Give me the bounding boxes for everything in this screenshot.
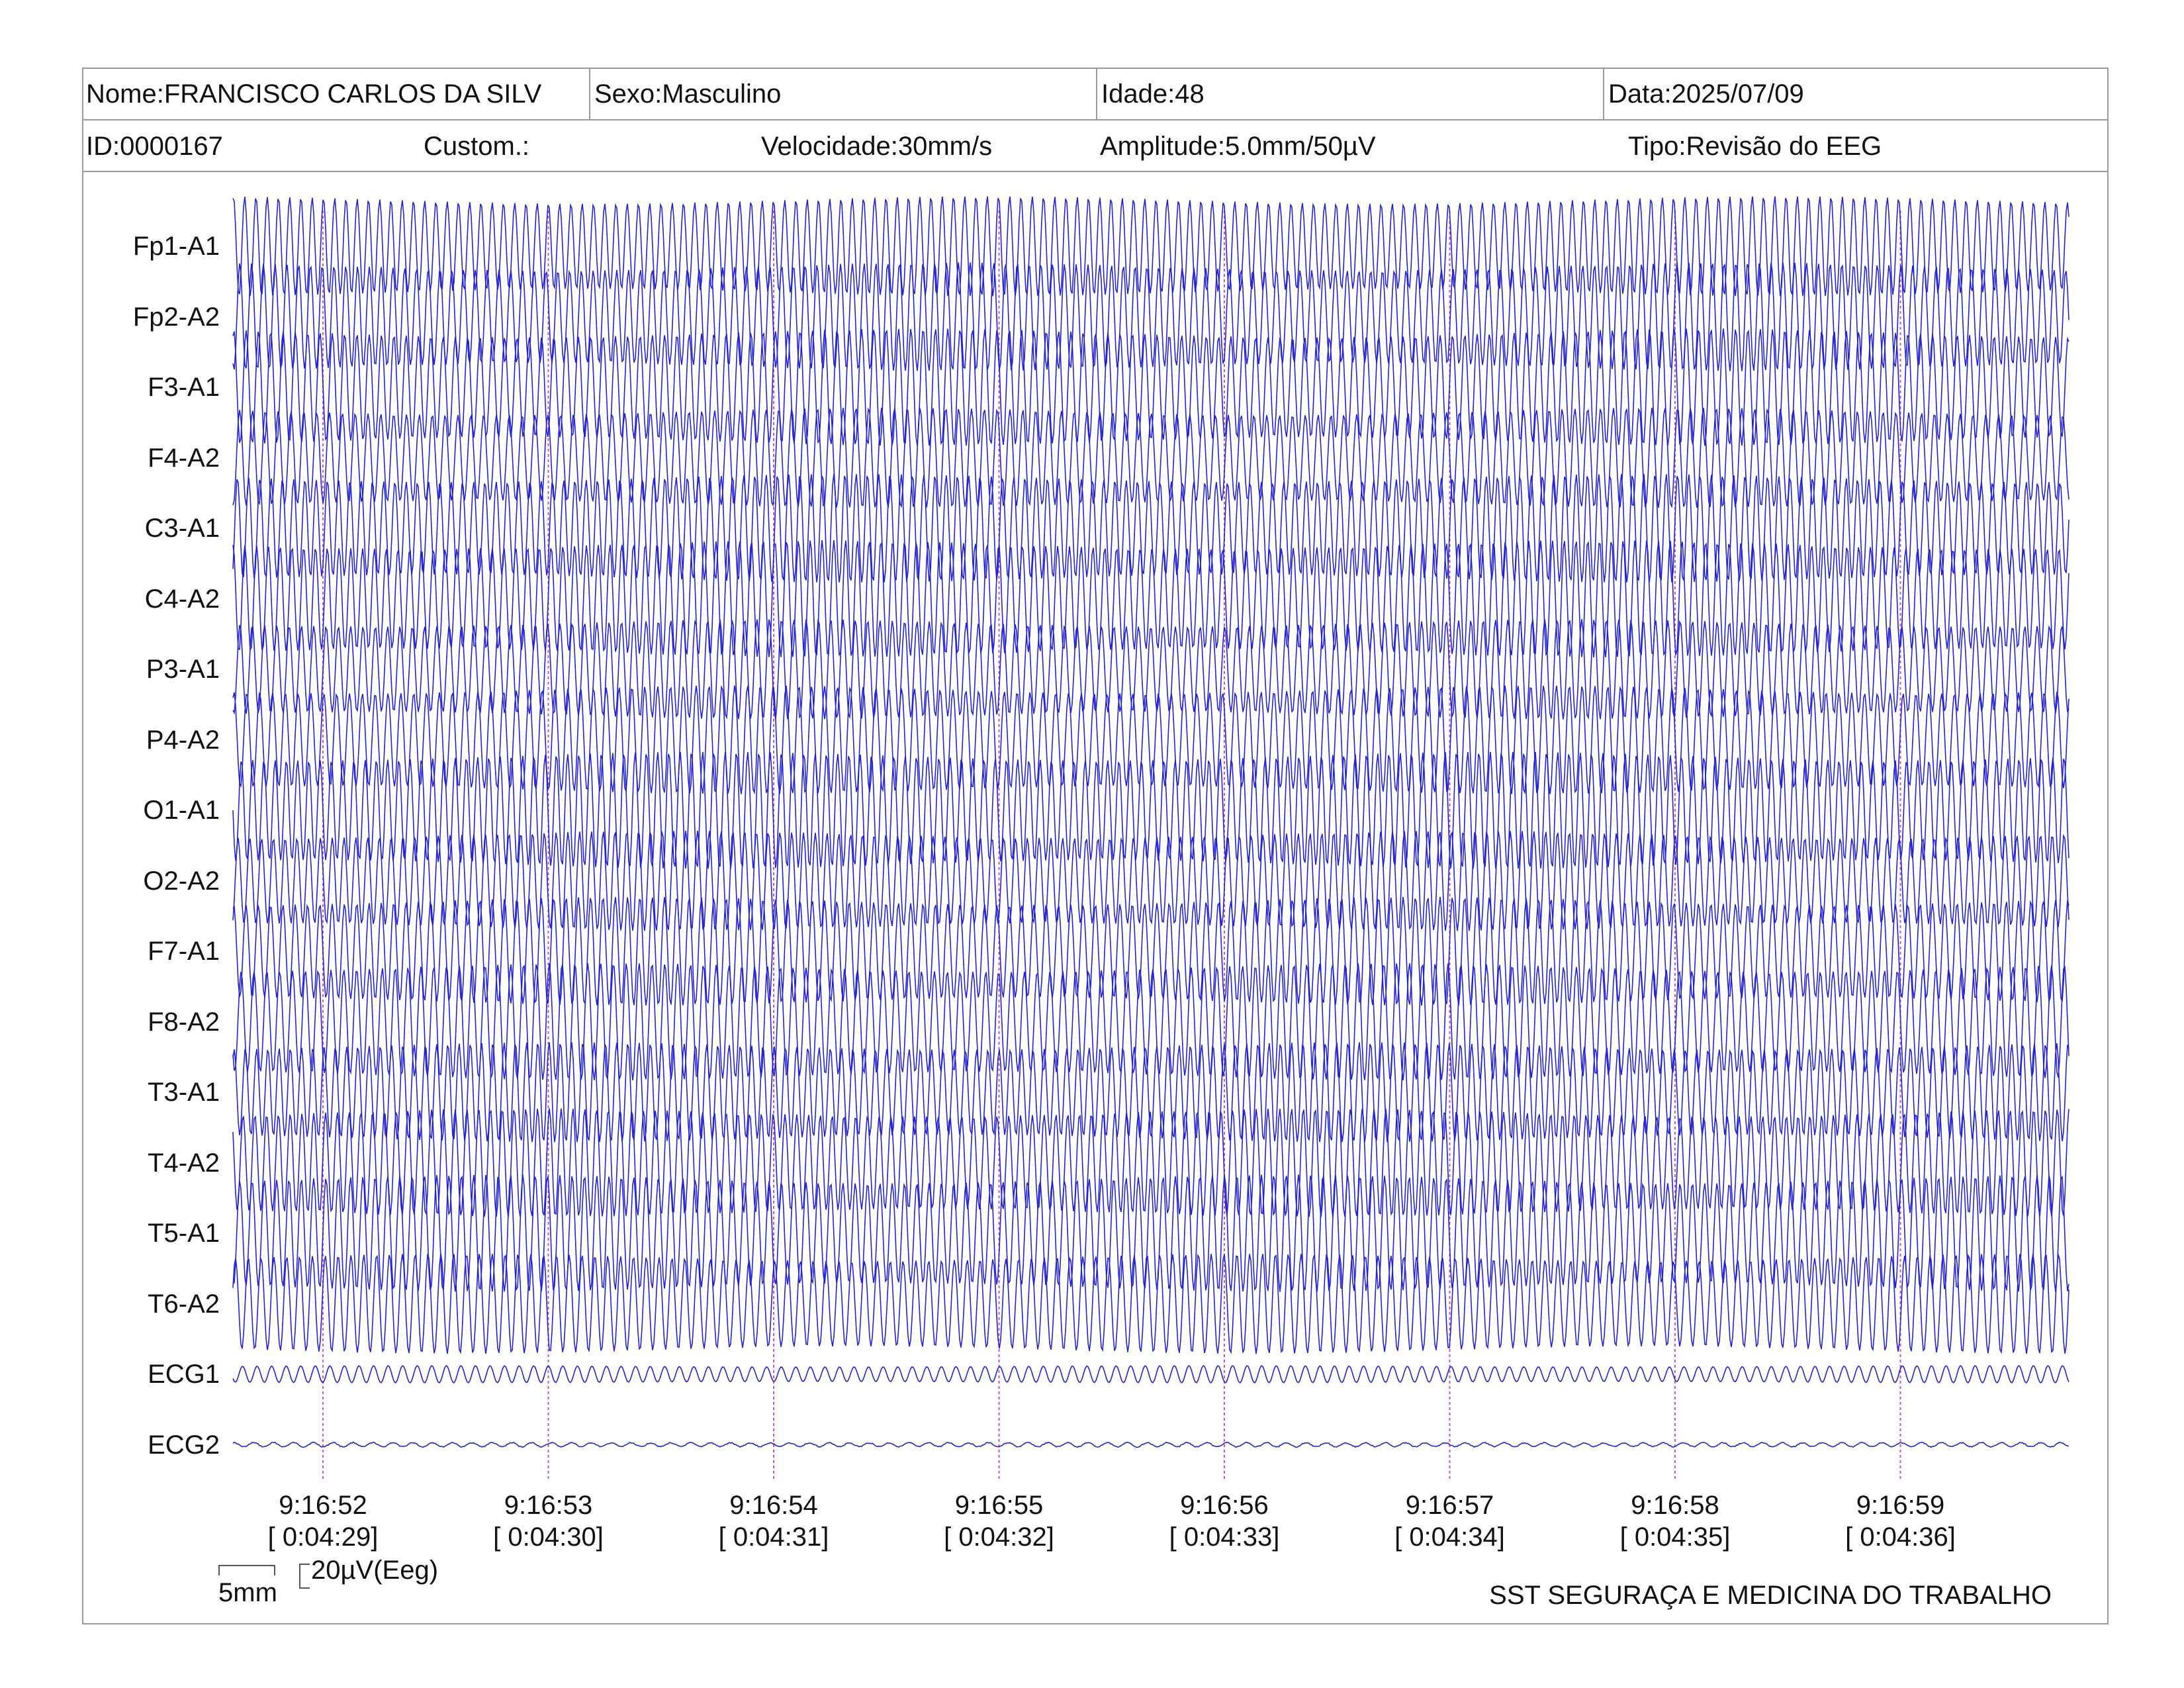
channel-label: F8-A2 [148, 1007, 220, 1037]
exam-date: Data:2025/07/09 [1603, 68, 2109, 119]
trace-t5-a1 [232, 1174, 2070, 1292]
header-row-patient: Nome:FRANCISCO CARLOS DA SILV Sexo:Mascu… [82, 68, 2109, 120]
elapsed-mark-label: [ 0:04:31] [718, 1523, 829, 1552]
time-mark-label: 9:16:53 [504, 1491, 593, 1520]
time-mark-label: 9:16:55 [954, 1491, 1044, 1520]
time-scale-label: 5mm [218, 1578, 277, 1607]
trace-ecg2 [232, 1441, 2070, 1448]
elapsed-mark-label: [ 0:04:30] [493, 1523, 604, 1552]
trace-o1-a1 [232, 751, 2070, 869]
channel-label: T5-A1 [148, 1219, 220, 1248]
time-mark-label: 9:16:58 [1631, 1491, 1719, 1520]
trace-o2-a2 [232, 830, 2070, 931]
time-mark-label: 9:16:57 [1405, 1491, 1494, 1520]
time-scale-bar [218, 1565, 275, 1575]
channel-label: ECG2 [148, 1430, 220, 1460]
channel-label: P3-A1 [146, 655, 220, 684]
trace-fp1-a1 [232, 196, 2070, 297]
company-footer: SST SEGURAÇA E MEDICINA DO TRABALHO [1489, 1581, 2052, 1610]
channel-label: C4-A2 [144, 584, 220, 614]
channel-label: P4-A2 [146, 725, 220, 755]
trace-t4-a2 [232, 1108, 2070, 1217]
channel-label: T6-A2 [148, 1289, 220, 1319]
speed-setting: Velocidade:30mm/s [761, 132, 993, 161]
amplitude-setting: Amplitude:5.0mm/50µV [1100, 132, 1376, 161]
channel-label: F3-A1 [148, 373, 220, 402]
channel-label: ECG1 [148, 1360, 220, 1389]
time-mark-label: 9:16:52 [279, 1491, 367, 1520]
trace-c3-a1 [232, 474, 2070, 583]
channel-label: O2-A2 [143, 866, 220, 896]
trace-c4-a2 [232, 540, 2070, 658]
custom-field: Custom.: [424, 132, 530, 161]
elapsed-mark-label: [ 0:04:36] [1845, 1523, 1956, 1552]
trace-f4-a2 [232, 407, 2070, 508]
channel-label: T4-A2 [148, 1148, 220, 1178]
channel-label: Fp2-A2 [132, 302, 220, 332]
channel-label: Fp1-A1 [132, 232, 220, 261]
calibration-scale: 5mm 20µV(Eeg) [218, 1556, 483, 1609]
time-mark-label: 9:16:59 [1856, 1491, 1945, 1520]
time-mark-label: 9:16:56 [1180, 1491, 1269, 1520]
channel-label: O1-A1 [143, 796, 220, 825]
trace-f3-a1 [232, 328, 2070, 446]
patient-sex: Sexo:Masculino [589, 68, 1096, 119]
report-frame [82, 68, 2109, 1624]
elapsed-mark-label: [ 0:04:33] [1169, 1523, 1280, 1552]
elapsed-mark-label: [ 0:04:32] [944, 1523, 1054, 1552]
exam-type: Tipo:Revisão do EEG [1628, 132, 1882, 161]
amplitude-scale-bar [299, 1564, 310, 1589]
channel-label: F7-A1 [148, 937, 220, 966]
patient-age: Idade:48 [1096, 68, 1603, 119]
elapsed-mark-label: [ 0:04:35] [1619, 1523, 1731, 1552]
elapsed-mark-label: [ 0:04:29] [267, 1523, 379, 1552]
trace-p3-a1 [232, 618, 2070, 720]
patient-name: Nome:FRANCISCO CARLOS DA SILV [86, 79, 542, 109]
channel-label: F4-A2 [148, 443, 220, 473]
time-mark-label: 9:16:54 [729, 1491, 818, 1520]
channel-label: T3-A1 [148, 1078, 220, 1107]
channel-label: C3-A1 [144, 514, 220, 543]
header-row-exam: ID:0000167 Custom.: Velocidade:30mm/s Am… [82, 120, 2109, 172]
trace-ecg1 [232, 1365, 2070, 1383]
amplitude-scale-label: 20µV(Eeg) [311, 1556, 439, 1585]
elapsed-mark-label: [ 0:04:34] [1394, 1523, 1505, 1552]
patient-id: ID:0000167 [86, 132, 223, 161]
trace-fp2-a2 [232, 262, 2070, 371]
trace-t6-a2 [232, 1253, 2070, 1354]
trace-t3-a1 [232, 1042, 2070, 1143]
